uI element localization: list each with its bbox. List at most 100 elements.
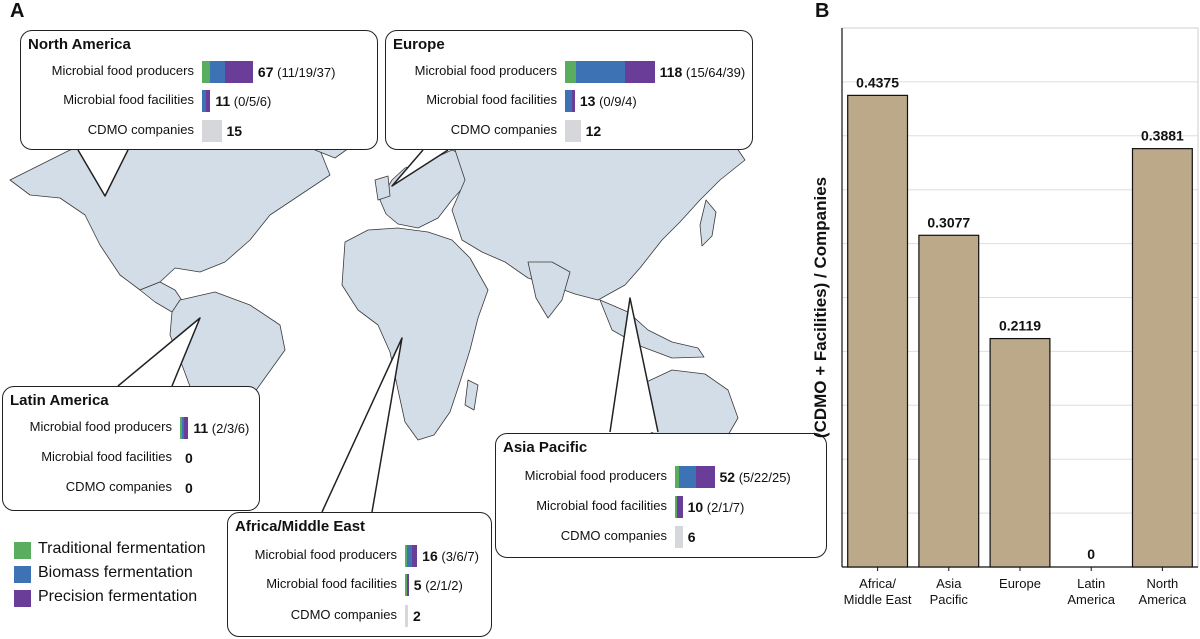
stacked-bar [675, 496, 683, 518]
x-tick-label: Europe [999, 576, 1041, 591]
callout-latin-america: Latin America Microbial food producers 1… [2, 386, 260, 511]
value-label: 11 (0/5/6) [215, 93, 272, 109]
precision-segment [407, 574, 409, 596]
value-label: 67 (11/19/37) [257, 64, 336, 80]
biomass-segment [210, 61, 225, 83]
panel-b-label: B [815, 0, 830, 22]
x-tick-label: North America [1139, 576, 1187, 607]
row-label: CDMO companies [560, 528, 667, 543]
callout-europe: Europe Microbial food producers 118 (15/… [385, 30, 753, 150]
region-title: North America [28, 36, 131, 53]
biomass-segment [406, 574, 408, 596]
traditional-segment [180, 417, 182, 439]
data-label: 0.2119 [999, 318, 1041, 334]
legend-label: Biomass fermentation [38, 564, 193, 581]
europe-pointer [391, 149, 449, 187]
value-label: 6 [687, 529, 696, 545]
precision-segment [677, 496, 683, 518]
value-label: 118 (15/64/39) [659, 64, 746, 80]
stacked-bar [565, 61, 655, 83]
bar-chart: 0.4375 Africa/Middle East 0.3077 Asia Pacifi… [811, 27, 1199, 607]
biomass-segment [676, 496, 678, 518]
bar [847, 94, 909, 568]
y-axis-label: (CDMO + Facilities) / Companies [811, 177, 830, 438]
traditional-segment [675, 466, 679, 488]
stacked-bar [202, 61, 253, 83]
legend-swatch [14, 590, 31, 607]
row-label: CDMO companies [450, 122, 557, 137]
region-title: Latin America [10, 392, 109, 409]
biomass-segment [407, 545, 412, 567]
row-label: CDMO companies [290, 607, 397, 622]
uk-landmass [374, 175, 391, 201]
row-label: Microbial food facilities [41, 449, 172, 464]
legend-label: Precision fermentation [38, 588, 198, 605]
precision-segment [625, 61, 655, 83]
row-label: Microbial food facilities [266, 576, 397, 591]
world-map [9, 104, 761, 513]
value-label: 52 (5/22/25) [719, 469, 791, 485]
precision-segment [695, 466, 715, 488]
traditional-segment [202, 61, 211, 83]
cdmo-bar [675, 526, 683, 548]
x-tick-label: Africa/Middle East [844, 576, 912, 607]
value-label: 10 (2/1/7) [687, 499, 745, 515]
row-label: CDMO companies [65, 479, 172, 494]
cdmo-segment [675, 526, 683, 548]
legend-swatch [14, 566, 31, 583]
callout-asia-pacific: Asia Pacific Microbial food producers 52… [495, 433, 827, 558]
value-label: 16 (3/6/7) [422, 548, 479, 564]
cdmo-segment [202, 120, 222, 142]
row-label: Microbial food producers [51, 63, 194, 78]
row-label: Microbial food producers [254, 547, 397, 562]
biomass-segment [181, 417, 184, 439]
row-label: Microbial food producers [29, 419, 172, 434]
traditional-segment [565, 61, 577, 83]
value-label: 12 [585, 123, 602, 139]
bar [918, 234, 980, 568]
legend-swatch [14, 542, 31, 559]
value-label: 11 (2/3/6) [193, 420, 250, 436]
precision-segment [183, 417, 189, 439]
row-label: Microbial food producers [524, 468, 667, 483]
stacked-bar [405, 574, 409, 596]
x-tick-label: Asia Pacific [930, 576, 969, 607]
biomass-segment [576, 61, 626, 83]
row-label: CDMO companies [87, 122, 194, 137]
japan-landmass [699, 199, 717, 247]
biomass-segment [565, 90, 572, 112]
cdmo-bar [405, 605, 408, 627]
region-title: Asia Pacific [503, 439, 588, 456]
value-label: 0 [185, 480, 193, 496]
latin-america-pointer [117, 317, 201, 387]
value-label: 13 (0/9/4) [579, 93, 637, 109]
stacked-bar [180, 417, 189, 439]
stacked-bar [565, 90, 575, 112]
stacked-bar [405, 545, 418, 567]
cdmo-segment [565, 120, 581, 142]
value-label: 2 [413, 608, 421, 624]
traditional-segment [405, 574, 407, 596]
india-landmass [527, 261, 571, 319]
southeast-asia-landmass [599, 299, 705, 359]
africa-pointer [321, 337, 403, 513]
region-title: Europe [393, 36, 445, 53]
callout-north-america: North America Microbial food producers 6… [20, 30, 378, 150]
stacked-bar [202, 90, 211, 112]
callout-africa-middle-east: Africa/Middle East Microbial food produc… [227, 512, 492, 637]
stacked-bar [675, 466, 715, 488]
data-label: 0 [1087, 546, 1095, 562]
asia-pacific-pointer [609, 297, 659, 433]
row-label: Microbial food facilities [536, 498, 667, 513]
cdmo-segment [405, 605, 408, 627]
precision-segment [205, 90, 211, 112]
row-label: Microbial food producers [414, 63, 557, 78]
precision-segment [224, 61, 253, 83]
north-america-pointer [77, 149, 129, 197]
cdmo-bar [202, 120, 222, 142]
region-title: Africa/Middle East [235, 518, 366, 535]
biomass-segment [678, 466, 696, 488]
data-label: 0.4375 [856, 74, 899, 90]
value-label: 5 (2/1/2) [413, 577, 463, 593]
value-label: 0 [185, 450, 193, 466]
